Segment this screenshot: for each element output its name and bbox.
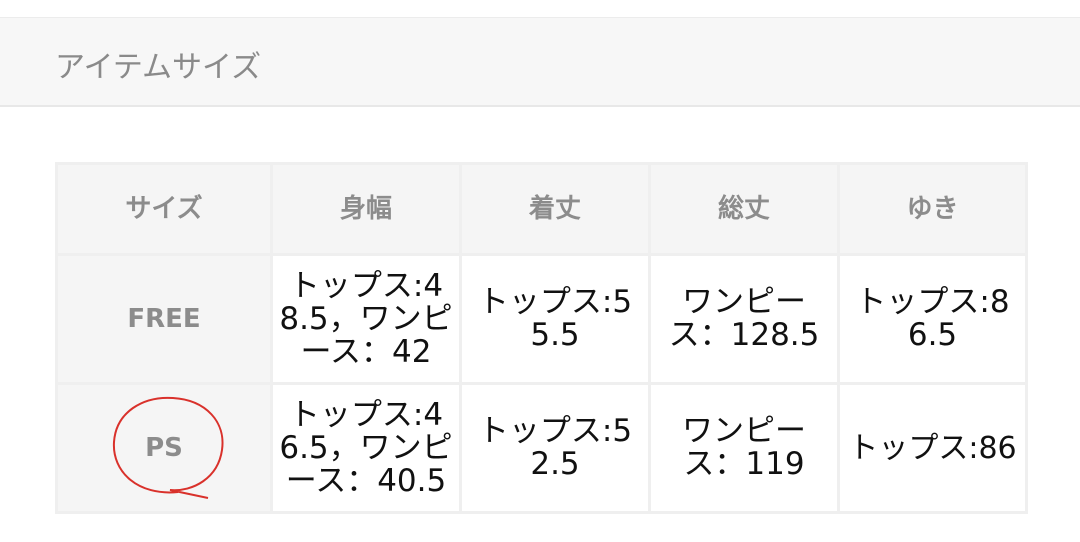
table-cell: ワンピース：128.5 [648, 253, 840, 385]
table-row: PS トップス:46.5，ワンピース：40.5 トップス:52.5 ワンピース：… [55, 382, 1028, 514]
header-width: 身幅 [270, 162, 462, 256]
table-cell: トップス:86.5 [837, 253, 1028, 385]
size-table: サイズ 身幅 着丈 総丈 ゆき FREE トップス:48.5，ワンピース：42 … [55, 162, 1028, 514]
table-header-row: サイズ 身幅 着丈 総丈 ゆき [55, 162, 1028, 256]
table-cell: トップス:48.5，ワンピース：42 [270, 253, 462, 385]
header-length: 着丈 [459, 162, 651, 256]
header-size: サイズ [55, 162, 273, 256]
header-sleeve: ゆき [837, 162, 1028, 256]
size-cell: FREE [55, 253, 273, 385]
table-row: FREE トップス:48.5，ワンピース：42 トップス:55.5 ワンピース：… [55, 253, 1028, 385]
header-total-length: 総丈 [648, 162, 840, 256]
section-header: アイテムサイズ [0, 17, 1080, 107]
section-title: アイテムサイズ [55, 50, 262, 85]
table-cell: トップス:52.5 [459, 382, 651, 514]
table-cell: トップス:46.5，ワンピース：40.5 [270, 382, 462, 514]
table-cell: トップス:86 [837, 382, 1028, 514]
table-cell: トップス:55.5 [459, 253, 651, 385]
table-cell: ワンピース：119 [648, 382, 840, 514]
size-cell: PS [55, 382, 273, 514]
